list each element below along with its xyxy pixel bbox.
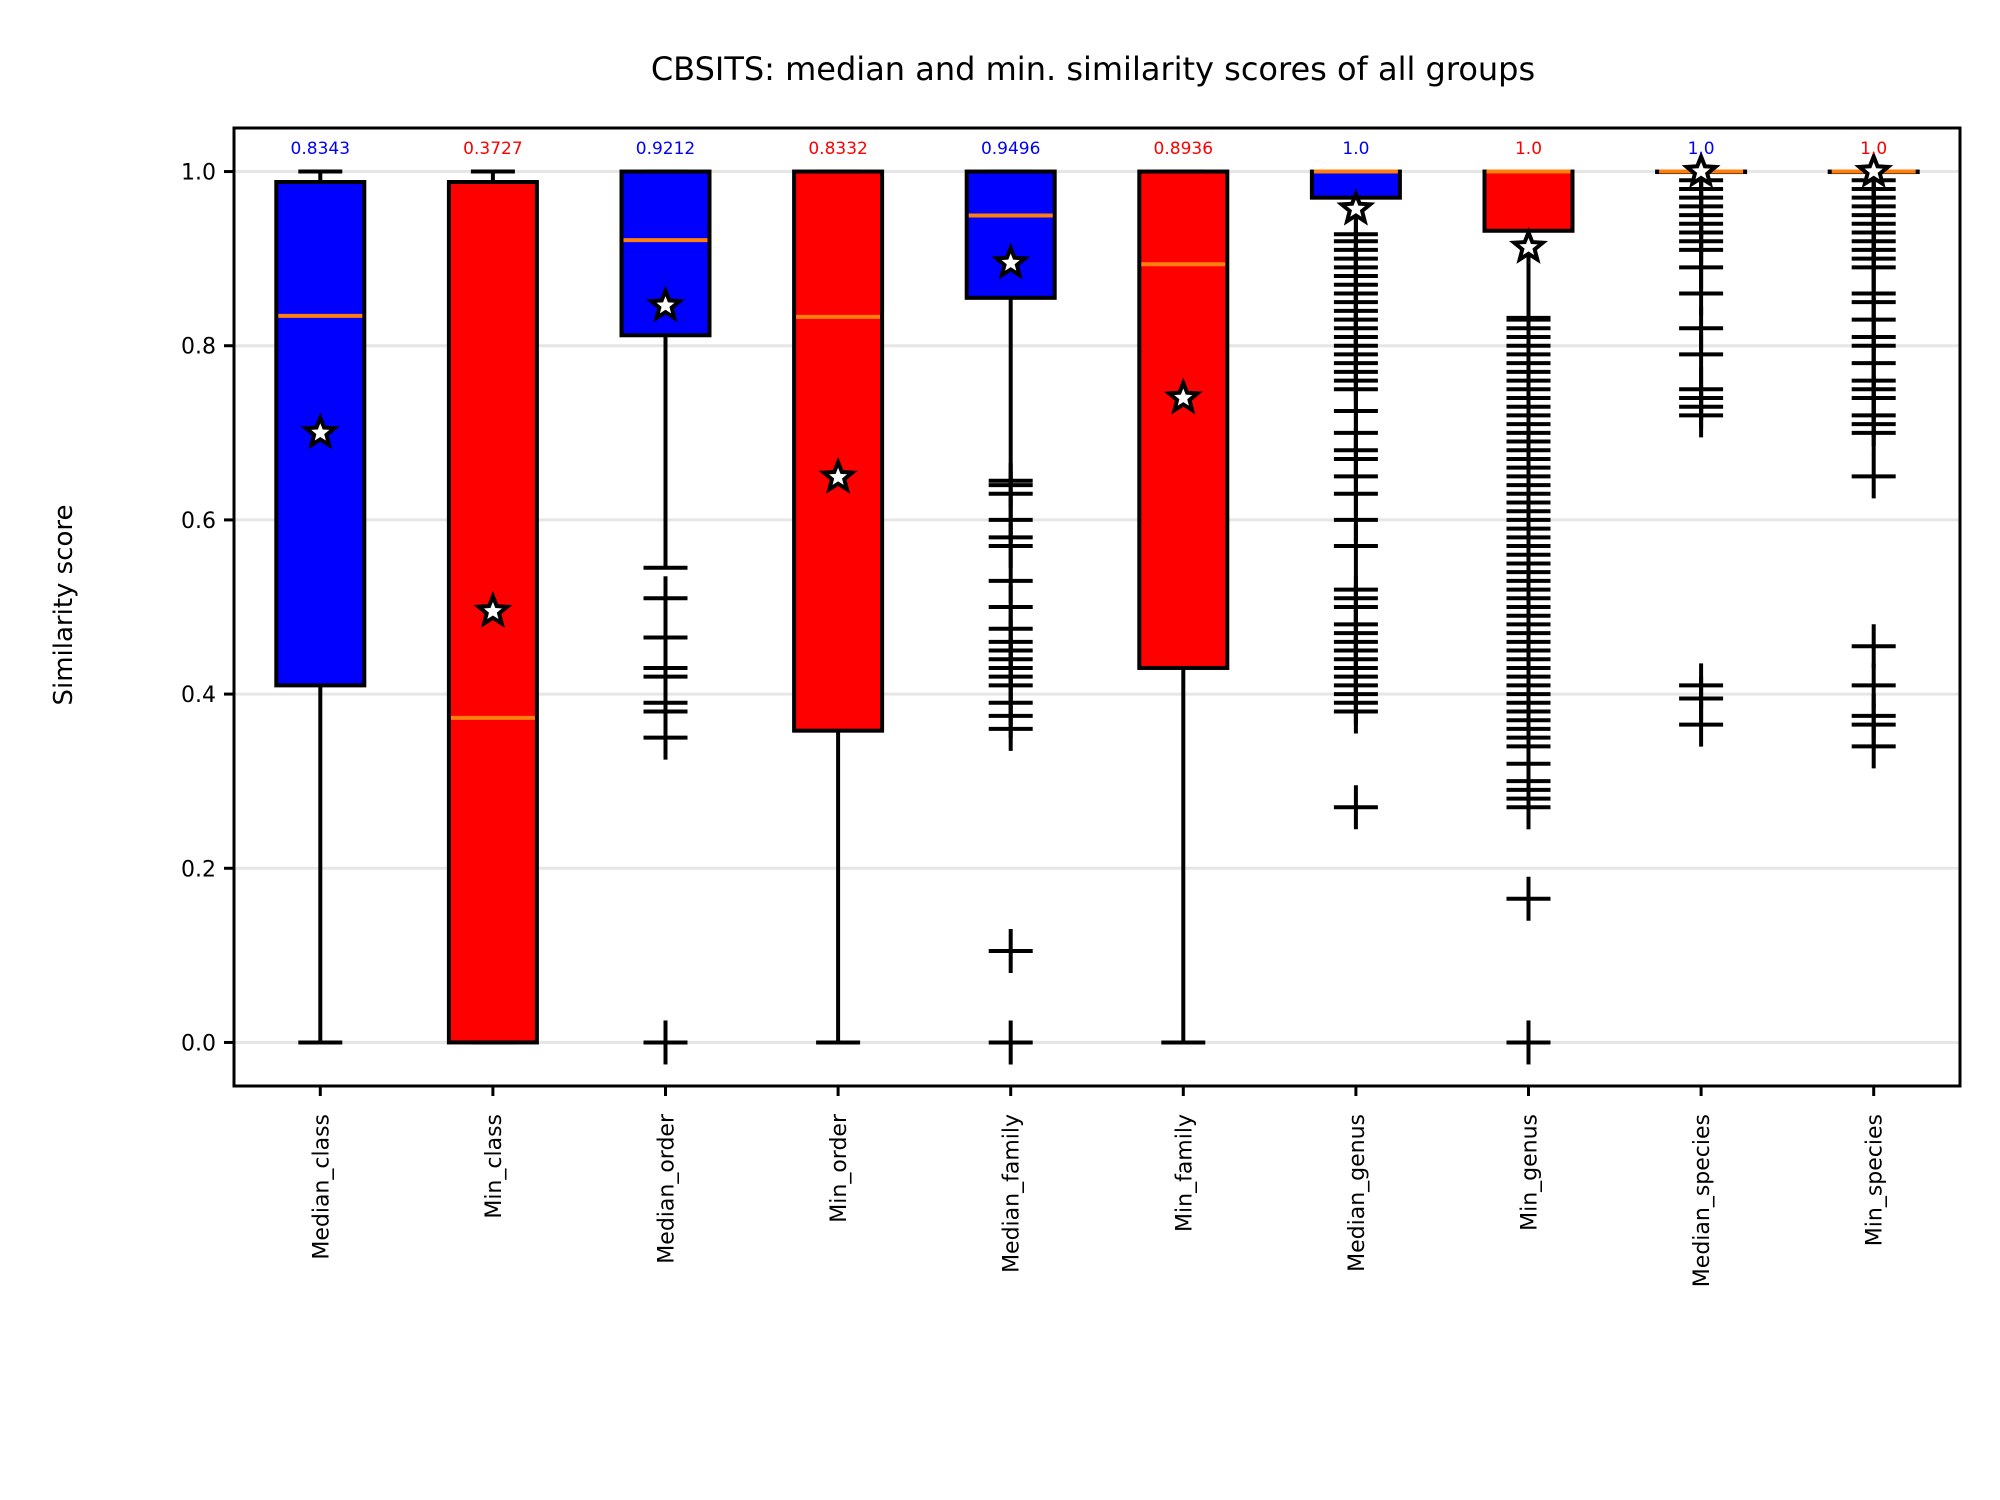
axes: 0.0 0.2 0.4 0.6 0.8 1.0 Median_class Min_class M… — [181, 126, 1962, 1287]
mean-marker — [646, 285, 685, 323]
y-tick-label: 0.6 — [181, 509, 216, 534]
outlier-marker — [1333, 524, 1378, 569]
outlier-marker — [1679, 393, 1724, 438]
outlier-marker — [1506, 785, 1551, 830]
median-value-label: 1.0 — [1860, 139, 1887, 159]
median-value-label: 0.8936 — [1154, 139, 1213, 159]
outlier-marker — [643, 576, 688, 621]
mean-marker — [818, 456, 858, 494]
median-value-label: 0.9212 — [636, 139, 695, 159]
box-iqr — [964, 169, 1057, 300]
outlier-marker — [988, 706, 1033, 751]
outlier-marker — [1851, 624, 1896, 669]
box-iqr — [792, 169, 885, 733]
box-group: 1.0 — [1827, 139, 1920, 769]
mean-marker — [1854, 151, 1894, 189]
mean-marker — [1681, 151, 1721, 189]
outlier-marker — [1851, 410, 1896, 455]
median-value-label: 1.0 — [1688, 139, 1715, 159]
mean-marker — [1509, 226, 1548, 264]
x-tick-label: Median_genus — [1345, 1114, 1370, 1272]
box-iqr — [1137, 169, 1230, 670]
mean-marker — [473, 590, 513, 628]
x-tick-label: Min_family — [1172, 1114, 1197, 1232]
outlier-marker — [988, 1020, 1033, 1065]
outlier-marker — [1851, 454, 1896, 499]
median-value-label: 1.0 — [1515, 139, 1542, 159]
x-tick-label: Median_order — [655, 1113, 680, 1264]
box-group: 0.8936 — [1137, 139, 1230, 1045]
x-tick-label: Min_species — [1863, 1114, 1888, 1246]
x-tick-label: Min_class — [482, 1114, 507, 1219]
chart-title: CBSITS: median and min. similarity score… — [651, 50, 1535, 88]
box-group: 1.0 — [1655, 139, 1748, 747]
median-value-label: 1.0 — [1342, 139, 1369, 159]
outlier-marker — [643, 715, 688, 760]
x-tick-label: Median_class — [309, 1114, 334, 1260]
box-iqr — [1482, 169, 1575, 233]
box-group: 0.9496 — [964, 139, 1057, 1065]
outlier-marker — [1506, 876, 1551, 921]
mean-marker — [1336, 188, 1376, 226]
box-series: 0.8343 0.3727 0.9212 0.8332 0.9496 0.8936 1.0 1… — [274, 139, 1920, 1065]
x-tick-label: Median_species — [1690, 1114, 1715, 1287]
outlier-marker — [1333, 689, 1378, 734]
outlier-marker — [988, 929, 1033, 974]
y-tick-label: 0.0 — [181, 1031, 216, 1056]
plot-frame — [232, 126, 1962, 1088]
median-value-label: 0.9496 — [981, 139, 1040, 159]
mean-marker — [991, 242, 1031, 280]
mean-marker — [300, 412, 340, 450]
x-tick-label: Min_order — [827, 1113, 852, 1223]
box-group: 0.9212 — [619, 139, 712, 1065]
x-tick-label: Median_family — [1000, 1114, 1025, 1273]
x-tick-label: Min_genus — [1518, 1114, 1543, 1231]
outlier-marker — [1333, 785, 1378, 830]
box-group: 1.0 — [1482, 139, 1575, 1065]
y-tick-label: 1.0 — [181, 161, 216, 186]
y-tick-label: 0.8 — [181, 335, 216, 360]
y-tick-label: 0.4 — [181, 683, 216, 708]
box-group: 0.8343 — [274, 139, 367, 1045]
mean-marker — [1163, 377, 1203, 415]
outlier-marker — [1506, 1020, 1551, 1065]
outlier-marker — [1851, 724, 1896, 769]
outlier-marker — [643, 1020, 688, 1065]
median-value-label: 0.8343 — [291, 139, 350, 159]
y-axis-label: Similarity score — [49, 504, 79, 705]
box-group: 1.0 — [1309, 139, 1402, 830]
box-group: 0.8332 — [792, 139, 885, 1045]
median-value-label: 0.3727 — [463, 139, 522, 159]
outlier-marker — [1679, 702, 1724, 747]
y-tick-label: 0.2 — [181, 857, 216, 882]
median-value-label: 0.8332 — [808, 139, 867, 159]
box-group: 0.3727 — [446, 139, 539, 1045]
